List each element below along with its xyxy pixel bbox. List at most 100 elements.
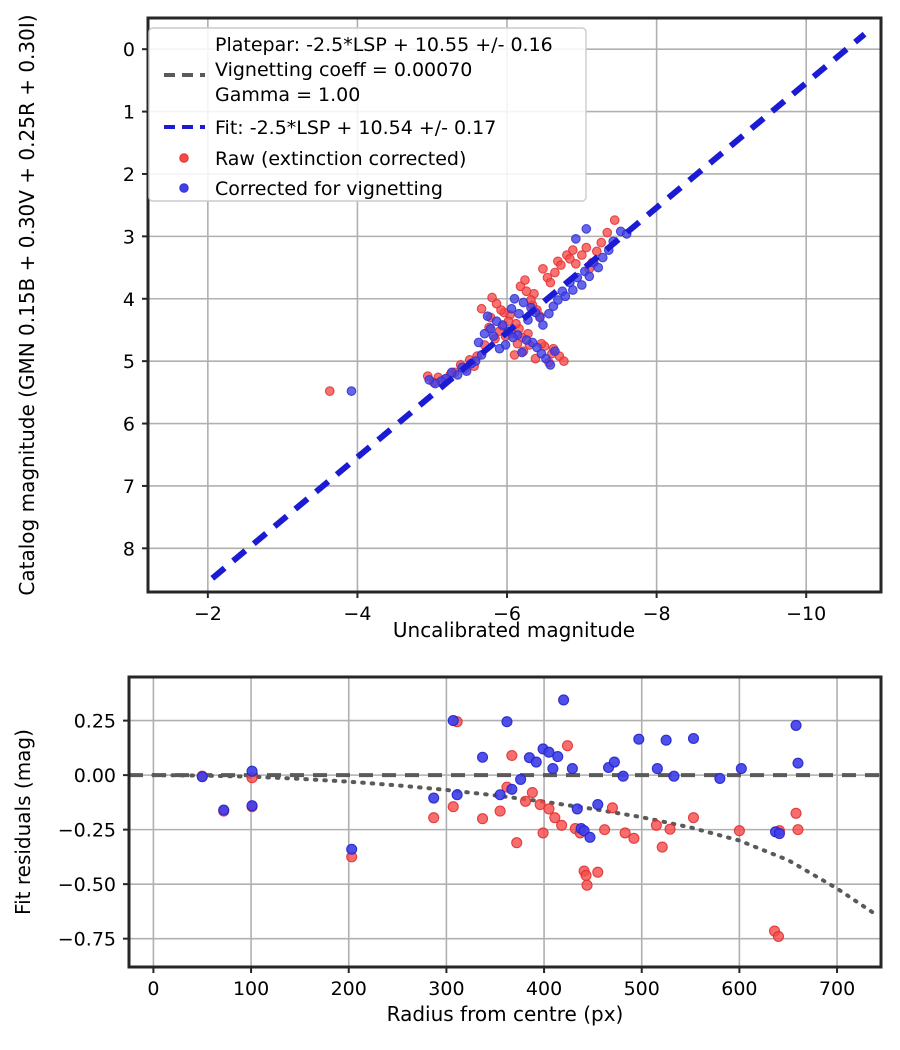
residual-point <box>618 771 628 781</box>
residual-point <box>247 766 257 776</box>
residual-point <box>347 844 357 854</box>
data-point <box>347 387 356 396</box>
data-point <box>598 253 607 262</box>
residual-point <box>478 752 488 762</box>
residual-point <box>448 716 458 726</box>
y-tick-label: 2 <box>123 164 135 186</box>
residual-point <box>600 825 610 835</box>
data-point <box>492 317 501 326</box>
x-tick-label: −4 <box>343 603 371 625</box>
legend-label-fit: Fit: -2.5*LSP + 10.54 +/- 0.17 <box>215 117 496 139</box>
y-tick-label: 8 <box>123 538 135 560</box>
x-tick-label: 100 <box>233 978 269 1000</box>
residual-point <box>581 870 591 880</box>
residual-point <box>495 790 505 800</box>
data-point <box>477 304 486 313</box>
residual-point <box>219 805 229 815</box>
residual-point <box>429 813 439 823</box>
residual-point <box>774 829 784 839</box>
data-point <box>488 293 497 302</box>
residual-point <box>773 931 783 941</box>
data-point <box>474 338 483 347</box>
data-point <box>495 344 504 353</box>
x-tick-label: 0 <box>147 978 159 1000</box>
data-point <box>610 216 619 225</box>
data-point <box>603 228 612 237</box>
data-point <box>569 246 578 255</box>
residual-point <box>197 772 207 782</box>
y-tick-label: 5 <box>123 351 135 373</box>
residual-point <box>634 734 644 744</box>
residual-point <box>585 832 595 842</box>
residual-point <box>507 750 517 760</box>
y-tick-label: 0 <box>123 39 135 61</box>
data-point <box>425 376 434 385</box>
residual-point <box>652 764 662 774</box>
x-tick-label: 400 <box>526 978 562 1000</box>
matplotlib-figure: −2−4−6−8−10012345678 Uncalibrated magnit… <box>0 0 900 1050</box>
legend-label-platepar-line3: Gamma = 1.00 <box>215 84 360 106</box>
data-point <box>582 243 591 252</box>
data-point <box>539 265 548 274</box>
data-point <box>572 260 581 269</box>
residual-point <box>651 820 661 830</box>
residual-point <box>793 825 803 835</box>
residual-point <box>557 820 567 830</box>
data-point <box>585 272 594 281</box>
top-y-axis-label: Catalog magnitude (GMN 0.15B + 0.30V + 0… <box>15 14 39 595</box>
residual-point <box>620 828 630 838</box>
legend-label-platepar-line1: Platepar: -2.5*LSP + 10.55 +/- 0.16 <box>215 34 553 56</box>
data-point <box>521 276 530 285</box>
residual-point <box>538 828 548 838</box>
data-point <box>551 347 560 356</box>
data-point <box>480 329 489 338</box>
legend-label-platepar-line2: Vignetting coeff = 0.00070 <box>215 59 472 81</box>
x-tick-label: −2 <box>194 603 222 625</box>
x-tick-label: −8 <box>643 603 671 625</box>
residual-point <box>629 833 639 843</box>
data-point <box>557 261 566 270</box>
residual-point <box>544 804 554 814</box>
data-point <box>569 286 578 295</box>
residual-point <box>665 824 675 834</box>
y-tick-label: −0.25 <box>58 820 116 842</box>
residual-point <box>448 802 458 812</box>
data-point <box>483 312 492 321</box>
residual-point <box>516 774 526 784</box>
residual-point <box>247 801 257 811</box>
data-point <box>572 235 581 244</box>
data-point <box>518 348 527 357</box>
data-point <box>578 281 587 290</box>
bottom-y-axis-label: Fit residuals (mag) <box>11 729 35 915</box>
residual-point <box>593 867 603 877</box>
y-tick-label: 6 <box>123 414 135 436</box>
y-tick-label: 0.00 <box>74 765 116 787</box>
residual-point <box>559 695 569 705</box>
residual-point <box>593 800 603 810</box>
residual-point <box>791 720 801 730</box>
x-tick-label: 700 <box>819 978 855 1000</box>
residual-point <box>734 826 744 836</box>
residual-point <box>531 757 541 767</box>
residual-point <box>688 733 698 743</box>
x-tick-label: 500 <box>624 978 660 1000</box>
data-point <box>582 225 591 234</box>
residual-point <box>793 758 803 768</box>
residual-point <box>688 813 698 823</box>
data-point <box>522 336 531 345</box>
residual-point <box>669 771 679 781</box>
residual-point <box>791 808 801 818</box>
legend-label-raw: Raw (extinction corrected) <box>215 148 466 170</box>
data-point <box>561 292 570 301</box>
residual-point <box>512 838 522 848</box>
data-point <box>546 361 555 370</box>
residual-point <box>572 804 582 814</box>
x-tick-label: 200 <box>331 978 367 1000</box>
residual-point <box>527 788 537 798</box>
residual-point <box>563 741 573 751</box>
y-tick-label: −0.75 <box>58 929 116 951</box>
legend-label-corrected: Corrected for vignetting <box>215 178 443 200</box>
residual-point <box>553 752 563 762</box>
y-tick-label: 3 <box>123 226 135 248</box>
data-point <box>546 278 555 287</box>
